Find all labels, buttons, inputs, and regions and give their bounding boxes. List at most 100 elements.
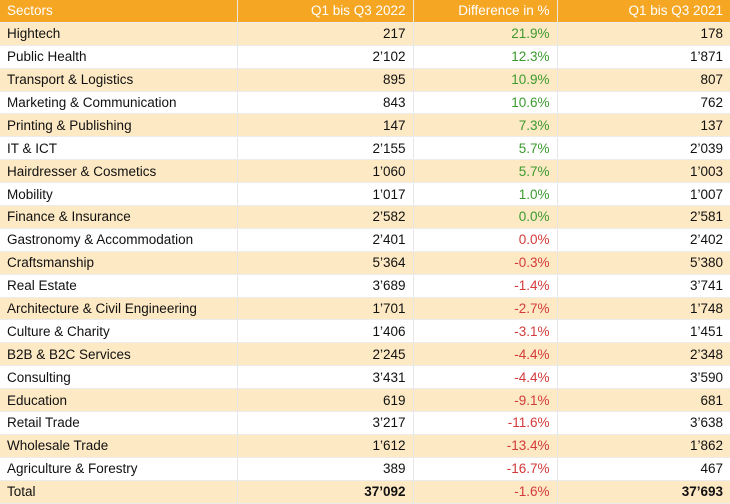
difference-cell: 12.3% (413, 45, 558, 69)
difference-cell: -0.3% (413, 251, 558, 275)
q1-q3-2021-cell: 1’748 (557, 297, 730, 321)
table-row: Public Health 2’102 12.3% 1’871 (0, 45, 730, 69)
table-row: Agriculture & Forestry 389 -16.7% 467 (0, 457, 730, 481)
difference-cell: 21.9% (413, 22, 558, 46)
table-row: Marketing & Communication 843 10.6% 762 (0, 91, 730, 115)
q1-q3-2022-cell: 217 (237, 22, 414, 46)
total-row: Total 37’092 -1.6% 37’693 (0, 480, 730, 504)
q1-q3-2021-cell: 1’007 (557, 182, 730, 207)
q1-q3-2022-cell: 843 (237, 91, 414, 115)
difference-cell: 1.0% (413, 182, 558, 207)
difference-cell: -1.4% (413, 274, 558, 298)
q1-q3-2022-cell: 1’406 (237, 319, 414, 344)
header-sectors: Sectors (0, 0, 238, 23)
sector-cell: Gastronomy & Accommodation (0, 228, 238, 252)
sector-cell: Public Health (0, 45, 238, 69)
q1-q3-2021-cell: 3’741 (557, 274, 730, 298)
q1-q3-2022-cell: 2’582 (237, 205, 414, 229)
q1-q3-2021-cell: 681 (557, 388, 730, 413)
difference-cell: 10.6% (413, 91, 558, 115)
sector-cell: Hairdresser & Cosmetics (0, 159, 238, 184)
table-row: Hightech 217 21.9% 178 (0, 22, 730, 46)
total-q1-q3-2021: 37’693 (557, 480, 730, 504)
header-q1-q3-2022: Q1 bis Q3 2022 (237, 0, 414, 23)
table-footer: Total 37’092 -1.6% 37’693 (0, 480, 730, 504)
difference-cell: -9.1% (413, 388, 558, 413)
total-difference: -1.6% (413, 480, 558, 504)
difference-cell: -13.4% (413, 434, 558, 458)
table-row: Real Estate 3’689 -1.4% 3’741 (0, 274, 730, 298)
q1-q3-2022-cell: 1’612 (237, 434, 414, 458)
table-row: Retail Trade 3’217 -11.6% 3’638 (0, 411, 730, 435)
table-row: Craftsmanship 5’364 -0.3% 5’380 (0, 251, 730, 275)
table-row: Wholesale Trade 1’612 -13.4% 1’862 (0, 434, 730, 458)
q1-q3-2022-cell: 1’701 (237, 297, 414, 321)
q1-q3-2022-cell: 895 (237, 68, 414, 92)
q1-q3-2022-cell: 3’217 (237, 411, 414, 435)
difference-cell: 5.7% (413, 136, 558, 161)
difference-cell: 0.0% (413, 205, 558, 229)
sector-cell: Mobility (0, 182, 238, 207)
difference-cell: 0.0% (413, 228, 558, 252)
header-q1-q3-2021: Q1 bis Q3 2021 (557, 0, 730, 23)
q1-q3-2022-cell: 147 (237, 113, 414, 138)
sector-cell: Retail Trade (0, 411, 238, 435)
table-row: Mobility 1’017 1.0% 1’007 (0, 182, 730, 207)
q1-q3-2021-cell: 2’402 (557, 228, 730, 252)
q1-q3-2022-cell: 619 (237, 388, 414, 413)
table-row: Printing & Publishing 147 7.3% 137 (0, 113, 730, 138)
sector-cell: B2B & B2C Services (0, 342, 238, 367)
table-row: Hairdresser & Cosmetics 1’060 5.7% 1’003 (0, 159, 730, 184)
table-row: Gastronomy & Accommodation 2’401 0.0% 2’402 (0, 228, 730, 252)
sector-cell: IT & ICT (0, 136, 238, 161)
sector-cell: Consulting (0, 365, 238, 390)
sector-cell: Real Estate (0, 274, 238, 298)
sector-cell: Marketing & Communication (0, 91, 238, 115)
q1-q3-2021-cell: 762 (557, 91, 730, 115)
q1-q3-2022-cell: 2’155 (237, 136, 414, 161)
difference-cell: 7.3% (413, 113, 558, 138)
sector-cell: Agriculture & Forestry (0, 457, 238, 481)
q1-q3-2021-cell: 3’590 (557, 365, 730, 390)
q1-q3-2021-cell: 1’862 (557, 434, 730, 458)
q1-q3-2021-cell: 1’451 (557, 319, 730, 344)
q1-q3-2021-cell: 807 (557, 68, 730, 92)
q1-q3-2021-cell: 1’003 (557, 159, 730, 184)
table-row: IT & ICT 2’155 5.7% 2’039 (0, 136, 730, 161)
q1-q3-2022-cell: 389 (237, 457, 414, 481)
header-difference: Difference in % (413, 0, 558, 23)
q1-q3-2022-cell: 3’431 (237, 365, 414, 390)
difference-cell: -4.4% (413, 342, 558, 367)
q1-q3-2021-cell: 1’871 (557, 45, 730, 69)
sector-cell: Architecture & Civil Engineering (0, 297, 238, 321)
q1-q3-2022-cell: 2’102 (237, 45, 414, 69)
table-row: Culture & Charity 1’406 -3.1% 1’451 (0, 319, 730, 344)
q1-q3-2022-cell: 2’401 (237, 228, 414, 252)
q1-q3-2021-cell: 178 (557, 22, 730, 46)
sector-cell: Education (0, 388, 238, 413)
difference-cell: -2.7% (413, 297, 558, 321)
sector-cell: Craftsmanship (0, 251, 238, 275)
q1-q3-2021-cell: 5’380 (557, 251, 730, 275)
table-row: Architecture & Civil Engineering 1’701 -2.… (0, 297, 730, 321)
sector-cell: Wholesale Trade (0, 434, 238, 458)
sector-cell: Hightech (0, 22, 238, 46)
difference-cell: -3.1% (413, 319, 558, 344)
table-header: Sectors Q1 bis Q3 2022 Difference in % Q… (0, 0, 730, 23)
sector-cell: Culture & Charity (0, 319, 238, 344)
total-q1-q3-2022: 37’092 (237, 480, 414, 504)
table-row: B2B & B2C Services 2’245 -4.4% 2’348 (0, 342, 730, 367)
q1-q3-2022-cell: 3’689 (237, 274, 414, 298)
q1-q3-2022-cell: 1’017 (237, 182, 414, 207)
table-row: Finance & Insurance 2’582 0.0% 2’581 (0, 205, 730, 229)
difference-cell: -16.7% (413, 457, 558, 481)
table-row: Transport & Logistics 895 10.9% 807 (0, 68, 730, 92)
q1-q3-2022-cell: 5’364 (237, 251, 414, 275)
q1-q3-2021-cell: 467 (557, 457, 730, 481)
sector-cell: Transport & Logistics (0, 68, 238, 92)
difference-cell: 10.9% (413, 68, 558, 92)
table-body: Hightech 217 21.9% 178 Public Health 2’102 12.… (0, 22, 730, 481)
q1-q3-2022-cell: 2’245 (237, 342, 414, 367)
q1-q3-2021-cell: 2’039 (557, 136, 730, 161)
